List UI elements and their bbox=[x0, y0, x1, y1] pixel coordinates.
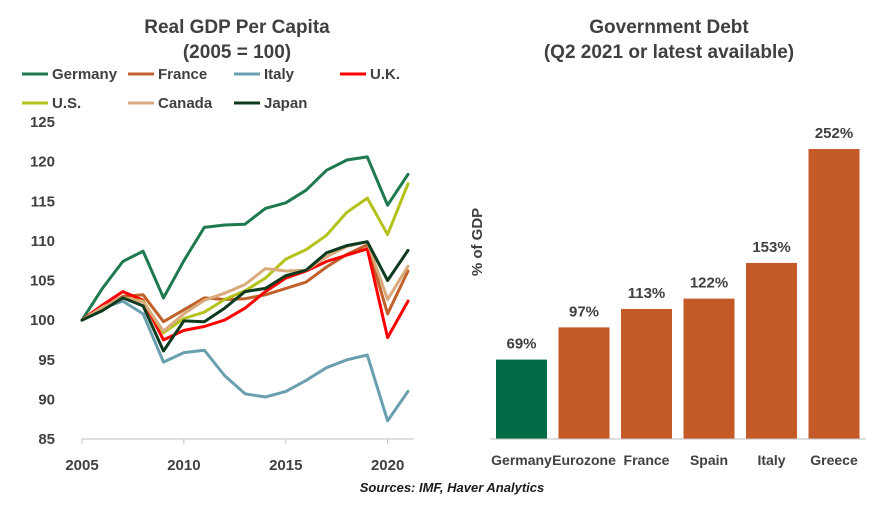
bar-category-label-germany: Germany bbox=[491, 452, 552, 468]
gdp-chart-y-ticks: 85 90 95 100 105 110 115 120 125 bbox=[30, 114, 55, 448]
gdp-x-tick-label: 2005 bbox=[65, 457, 98, 474]
gdp-y-tick-label: 125 bbox=[30, 114, 55, 131]
bar-category-label-france: France bbox=[624, 452, 670, 468]
gdp-y-tick-label: 110 bbox=[31, 233, 55, 250]
legend-label-u-s: U.S. bbox=[52, 95, 81, 112]
bar-value-label-spain: 122% bbox=[690, 275, 728, 292]
gdp-x-tick-label: 2020 bbox=[371, 457, 404, 474]
debt-chart-bars: 69% Germany 97% Eurozone 113% France 122% Spain… bbox=[491, 125, 860, 468]
bar-value-label-italy: 153% bbox=[752, 239, 790, 256]
bar-category-label-eurozone: Eurozone bbox=[552, 452, 616, 468]
bar-greece bbox=[808, 149, 860, 439]
series-line-u-k bbox=[80, 247, 410, 342]
bar-category-label-spain: Spain bbox=[690, 452, 728, 468]
gdp-y-tick-label: 105 bbox=[30, 273, 55, 290]
legend-label-france: France bbox=[158, 66, 207, 83]
bar-value-label-france: 113% bbox=[628, 285, 666, 302]
source-note: Sources: IMF, Haver Analytics bbox=[360, 480, 544, 495]
bar-spain bbox=[683, 298, 735, 439]
gdp-y-tick-label: 120 bbox=[30, 154, 55, 171]
gdp-chart-legend: Germany France Italy U.K. U.S. Canada Japan bbox=[22, 66, 400, 112]
gdp-y-tick-label: 95 bbox=[38, 352, 55, 369]
bar-italy bbox=[746, 262, 797, 439]
bar-value-label-greece: 252% bbox=[815, 125, 853, 142]
legend-label-u-k: U.K. bbox=[370, 66, 400, 83]
series-line-france bbox=[80, 243, 410, 324]
bar-value-label-germany: 69% bbox=[506, 336, 536, 353]
bar-category-label-italy: Italy bbox=[757, 452, 785, 468]
gdp-chart-series bbox=[80, 155, 410, 423]
legend-label-japan: Japan bbox=[264, 95, 307, 112]
series-line-italy bbox=[80, 299, 410, 423]
gdp-chart-title: Real GDP Per Capita bbox=[144, 17, 330, 38]
debt-chart-title: Government Debt bbox=[589, 17, 749, 38]
gdp-y-tick-label: 115 bbox=[31, 193, 55, 210]
debt-chart-subtitle: (Q2 2021 or latest available) bbox=[544, 42, 794, 63]
gdp-x-tick-label: 2015 bbox=[269, 457, 302, 474]
series-line-germany bbox=[80, 155, 410, 322]
gdp-chart-x-ticks: 2005 2010 2015 2020 bbox=[65, 457, 404, 474]
series-line-canada bbox=[80, 240, 410, 333]
legend-label-canada: Canada bbox=[158, 95, 213, 112]
debt-chart-y-label: % of GDP bbox=[469, 208, 486, 276]
gdp-y-tick-label: 90 bbox=[38, 391, 55, 408]
bar-france bbox=[621, 308, 672, 439]
series-line-japan bbox=[80, 240, 410, 353]
legend-label-germany: Germany bbox=[52, 66, 118, 83]
gdp-chart-axes bbox=[81, 438, 414, 444]
legend-label-italy: Italy bbox=[264, 66, 295, 83]
gdp-y-tick-label: 85 bbox=[38, 431, 55, 448]
gdp-chart-subtitle: (2005 = 100) bbox=[183, 42, 291, 63]
bar-category-label-greece: Greece bbox=[810, 452, 858, 468]
bar-value-label-eurozone: 97% bbox=[569, 303, 599, 320]
bar-germany bbox=[496, 359, 547, 439]
gdp-y-tick-label: 100 bbox=[30, 312, 55, 329]
gdp-x-tick-label: 2010 bbox=[167, 457, 200, 474]
bar-eurozone bbox=[558, 327, 610, 439]
